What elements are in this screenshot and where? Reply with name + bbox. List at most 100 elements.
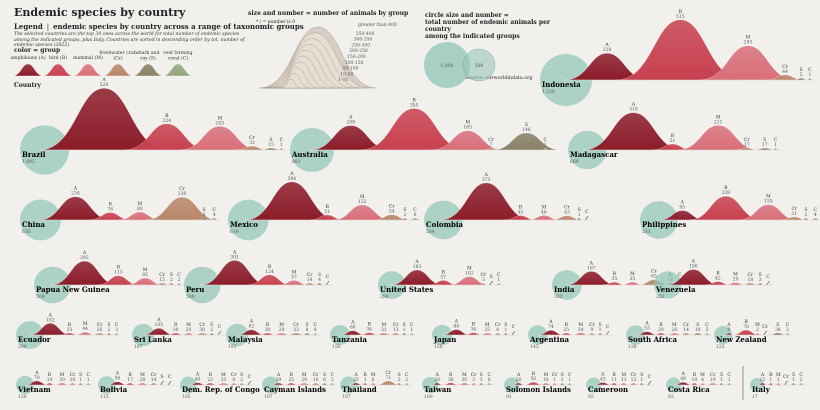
cat-label-thailand-b: B xyxy=(363,372,367,378)
value-label-south-africa-b: 20 xyxy=(658,327,664,333)
hill-argentina-m xyxy=(571,332,590,336)
cat-label-cayman-islands-c: C xyxy=(331,372,335,378)
cat-label-vietnam-s: S xyxy=(79,372,82,378)
cat-label-madagascar-cr: Cr xyxy=(744,137,751,143)
zero-mark-argentina-c xyxy=(605,330,610,336)
country-name-united-states: United States xyxy=(380,285,433,294)
cat-label-dem-rep-of-congo-c: C xyxy=(248,374,252,380)
value-label-china-a: 234 xyxy=(71,191,80,197)
cat-label-peru-s: S xyxy=(318,272,321,278)
value-label-australia-m: 165 xyxy=(463,125,472,131)
cat-label-australia-c: C xyxy=(543,137,547,143)
value-label-philippines-m: 155 xyxy=(764,199,773,205)
zero-mark-venezuela-c xyxy=(766,280,770,286)
hill-dem-rep-of-congo-a xyxy=(188,382,207,386)
value-label-costa-rica-c: 1 xyxy=(728,377,731,383)
source-note: Source: ourworldindata.org xyxy=(465,76,533,81)
value-label-south-africa-a: 53 xyxy=(644,326,650,332)
value-label-brazil-c: 1 xyxy=(280,142,283,148)
size-legend-label-2: 300-350 xyxy=(354,37,373,43)
hill-papua-new-guinea-s xyxy=(168,282,175,286)
hill-thailand-cr xyxy=(376,380,401,386)
cat-label-india-a: A xyxy=(589,260,594,266)
cat-label-thailand-m: M xyxy=(371,372,376,378)
value-label-venezuela-s: 3 xyxy=(759,277,762,283)
value-label-china-c: 4 xyxy=(213,212,216,218)
value-label-india-a: 167 xyxy=(587,265,596,271)
cat-label-new-zealand-a: A xyxy=(726,322,731,328)
value-label-taiwan-m: 30 xyxy=(461,377,467,383)
value-label-ecuador-a: 182 xyxy=(46,317,55,323)
hill-malaysia-a xyxy=(237,329,266,336)
hill-italy-s xyxy=(790,382,797,386)
value-label-argentina-a: 74 xyxy=(548,324,554,330)
cat-label-mexico-s: S xyxy=(403,207,406,213)
cat-label-new-zealand-s: S xyxy=(776,322,779,328)
cat-label-vietnam-cr: Cr xyxy=(70,372,77,378)
circle-legend-line-1: circle size and number = xyxy=(425,12,509,19)
hill-taiwan-m xyxy=(456,382,473,386)
value-label-australia-s: 146 xyxy=(522,127,531,133)
cat-label-venezuela-s: S xyxy=(759,272,762,278)
cat-label-sri-lanka-a: A xyxy=(156,317,161,323)
cat-label-italy-b: B xyxy=(769,372,773,378)
circle-legend-title: circle size and number = total number of… xyxy=(425,12,565,40)
value-label-japan-s: 1 xyxy=(504,327,507,333)
hill-papua-new-guinea-c xyxy=(176,282,183,286)
value-label-argentina-b: 25 xyxy=(563,327,569,333)
country-name-ecuador: Ecuador xyxy=(18,335,51,344)
value-label-brazil-b: 224 xyxy=(163,118,172,124)
hill-japan-cr xyxy=(493,332,503,336)
cat-label-china-cr: Cr xyxy=(179,186,186,192)
cat-label-peru-b: B xyxy=(268,264,272,270)
value-label-ecuador-b: 33 xyxy=(66,327,72,333)
value-label-vietnam-cr: 10 xyxy=(70,377,76,383)
size-legend-note: * / = number is 0 xyxy=(256,20,296,25)
value-label-solomon-islands-a: 20 xyxy=(516,377,522,383)
value-label-new-zealand-a: 9 xyxy=(727,327,730,333)
value-label-sri-lanka-m: 20 xyxy=(186,327,192,333)
cat-label-peru-m: M xyxy=(292,269,297,275)
cat-label-cayman-islands-a: A xyxy=(276,372,281,378)
cat-label-new-zealand-cr: Cr xyxy=(762,324,769,330)
circle-legend-label-small: 500 xyxy=(475,63,484,69)
value-label-indonesia-a: 229 xyxy=(603,47,612,53)
cat-label-italy-cr: Cr xyxy=(783,374,790,380)
cat-label-argentina-m: M xyxy=(578,322,583,328)
cat-label-taiwan-a: A xyxy=(434,372,439,378)
zero-mark-new-zealand-cr xyxy=(763,330,767,336)
cat-label-japan-c: C xyxy=(512,324,516,330)
legend-group-label-b: bird (B) xyxy=(49,54,67,61)
legend-subtitle: endemic species by country across a rang… xyxy=(53,22,304,31)
cat-label-cameroon-s: S xyxy=(640,372,643,378)
cat-label-united-states-cr: Cr xyxy=(481,272,488,278)
cat-label-dem-rep-of-congo-cr: Cr xyxy=(231,372,238,378)
country-total-argentina: 143 xyxy=(530,344,539,350)
circle-legend-large xyxy=(424,42,470,88)
cat-label-madagascar-m: M xyxy=(716,114,721,120)
value-label-solomon-islands-c: 1 xyxy=(568,377,571,383)
value-label-dem-rep-of-congo-s: 2 xyxy=(240,377,243,383)
value-label-cayman-islands-b: 25 xyxy=(288,377,294,383)
hill-colombia-a xyxy=(439,182,533,221)
value-label-solomon-islands-cr: 1 xyxy=(553,377,556,383)
hill-tanzania-s xyxy=(401,332,408,336)
value-label-colombia-b: 45 xyxy=(518,210,524,216)
cat-label-japan-s: S xyxy=(504,322,507,328)
cat-label-india-m: M xyxy=(630,271,635,277)
hill-sri-lanka-cr xyxy=(193,332,211,336)
hill-ecuador-c xyxy=(113,332,120,336)
cat-label-madagascar-s: S xyxy=(763,137,766,143)
value-label-malaysia-m: 29 xyxy=(279,327,285,333)
zero-mark-united-states-s xyxy=(489,280,493,286)
value-label-indonesia-m: 293 xyxy=(744,40,753,46)
value-label-tanzania-a: 68 xyxy=(350,325,356,331)
size-legend-hill-9 xyxy=(281,79,301,89)
cat-label-indonesia-cr: Cr xyxy=(782,64,789,70)
cat-label-cameroon-m: M xyxy=(621,372,626,378)
